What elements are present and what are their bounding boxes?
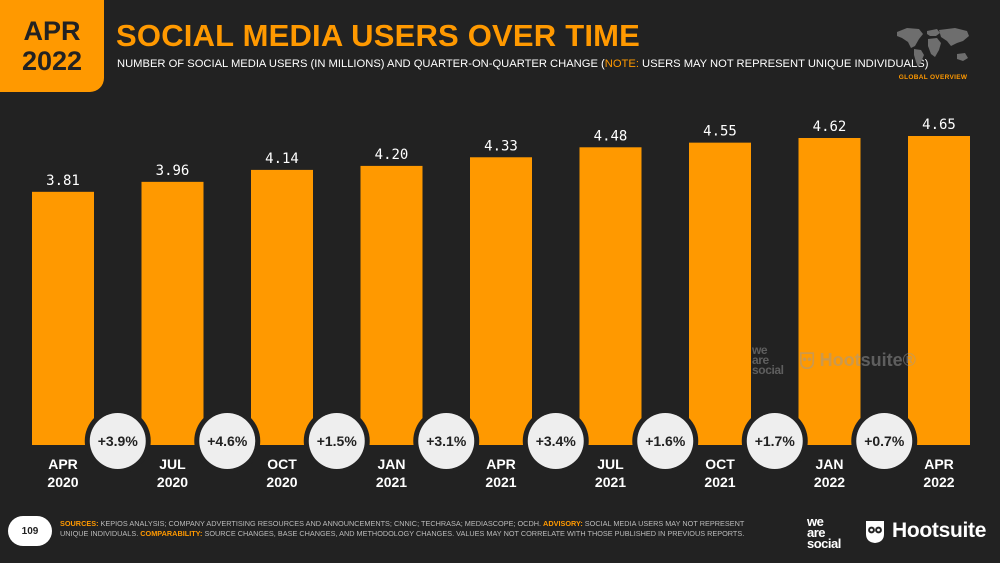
watermark-owl-icon [799, 352, 814, 369]
x-tick-label-year: 2021 [704, 474, 735, 490]
change-label: +3.9% [98, 433, 139, 449]
bar [579, 147, 642, 446]
bar-value-label: 4.33 [484, 138, 518, 154]
bar [360, 165, 423, 445]
bar [470, 157, 532, 445]
x-tick-label-year: 2021 [595, 474, 626, 490]
change-bubble [89, 413, 146, 469]
x-tick-label-year: 2020 [47, 474, 78, 490]
bar-value-label: 4.62 [813, 119, 847, 135]
subtitle-note-text: USERS MAY NOT REPRESENT UNIQUE INDIVIDUA… [638, 58, 929, 70]
bar [141, 181, 204, 445]
bar [908, 136, 970, 445]
x-tick-label-year: 2021 [376, 474, 407, 490]
bar-value-label: 4.55 [703, 124, 737, 140]
change-label: +1.7% [755, 433, 796, 449]
change-label: +0.7% [864, 433, 905, 449]
x-tick-label-year: 2020 [157, 474, 188, 490]
x-tick-label-year: 2022 [923, 474, 954, 490]
bar-value-label: 4.14 [265, 151, 299, 167]
x-tick-label-month: JAN [377, 456, 405, 472]
bar-chart: 3.81 3.96 4.14 4.20 4.33 4.48 4.55 4.62 4.65 APR… [32, 117, 970, 490]
change-label: +1.6% [645, 433, 686, 449]
date-badge: APR 2022 [0, 0, 104, 92]
watermark-hootsuite: Hootsuite® [798, 350, 916, 371]
change-bubble [308, 413, 365, 469]
change-bubble [637, 413, 694, 469]
change-bubble [856, 413, 913, 469]
x-tick-label-year: 2022 [814, 474, 845, 490]
badge-year: 2022 [21, 46, 83, 76]
subtitle-note-label: NOTE: [604, 58, 639, 70]
global-overview-label: GLOBAL OVERVIEW [898, 74, 968, 81]
change-bubble [418, 413, 475, 469]
we-are-social-logo: we are social [807, 514, 841, 551]
change-label: +3.4% [536, 433, 577, 449]
page-number: 109 [8, 516, 52, 546]
watermark-we-are-social: we are social [752, 343, 784, 377]
x-tick-label-month: APR [486, 456, 516, 472]
change-bubble [746, 413, 803, 469]
x-tick-label-month: JAN [815, 456, 843, 472]
bar [689, 142, 751, 446]
bar [251, 169, 313, 445]
change-label: +1.5% [317, 433, 358, 449]
x-tick-label-month: OCT [267, 456, 297, 472]
x-tick-label-month: JUL [597, 456, 624, 472]
bar-value-label: 4.20 [375, 147, 409, 163]
x-tick-label-month: APR [48, 456, 78, 472]
bar [32, 191, 94, 445]
bar-value-label: 4.48 [594, 128, 628, 144]
subtitle: NUMBER OF SOCIAL MEDIA USERS (IN MILLION… [117, 58, 928, 70]
x-tick-label-month: JUL [159, 456, 186, 472]
bar-value-label: 3.96 [156, 163, 190, 179]
change-bubble [199, 413, 256, 469]
bar [798, 137, 861, 446]
world-map-icon [897, 28, 969, 67]
hootsuite-logo: Hootsuite [862, 518, 986, 544]
watermark: we are social Hootsuite® [752, 343, 916, 377]
hootsuite-owl-icon [866, 521, 884, 543]
subtitle-main: NUMBER OF SOCIAL MEDIA USERS (IN MILLION… [117, 58, 605, 70]
bar-value-label: 3.81 [46, 173, 80, 189]
badge-month: APR [23, 16, 81, 46]
page-title: SOCIAL MEDIA USERS OVER TIME [116, 18, 641, 53]
x-tick-label-month: APR [924, 456, 954, 472]
x-tick-label-month: OCT [705, 456, 735, 472]
change-bubble [527, 413, 584, 469]
footer-sources: SOURCES: KEPIOS ANALYSIS; COMPANY ADVERT… [60, 519, 745, 538]
change-label: +3.1% [426, 433, 467, 449]
x-tick-label-year: 2020 [266, 474, 297, 490]
change-label: +4.6% [207, 433, 248, 449]
x-tick-label-year: 2021 [485, 474, 516, 490]
bar-value-label: 4.65 [922, 117, 956, 133]
